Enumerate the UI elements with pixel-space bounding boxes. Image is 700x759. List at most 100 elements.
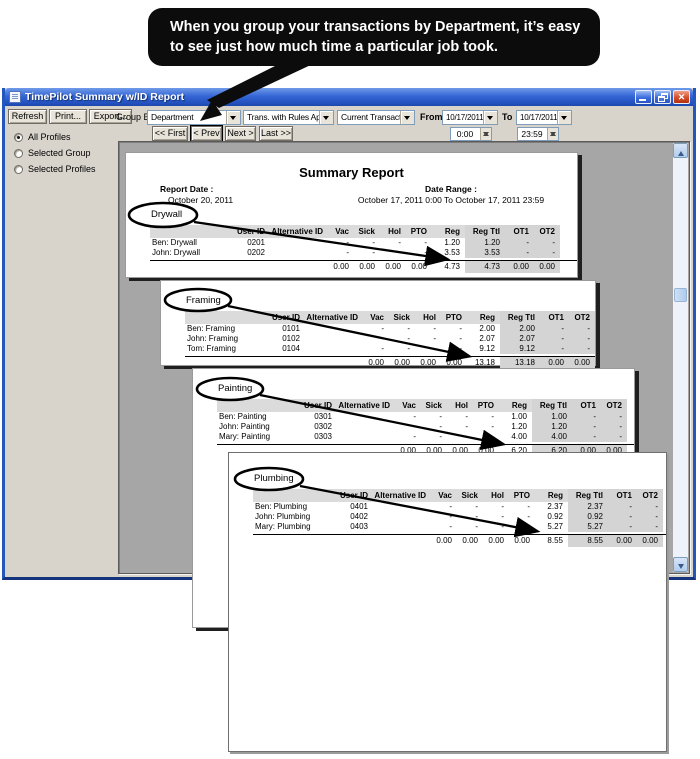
cell: 0101 [282, 324, 300, 333]
cell: - [465, 412, 468, 421]
cell: 1.20 [444, 238, 460, 247]
column-header: OT2 [637, 489, 663, 502]
cell: - [534, 238, 560, 248]
report-page-plumbing: Plumbing User ID Alternative ID Vac Sick Hol P… [228, 452, 667, 752]
scroll-down-icon[interactable] [673, 557, 688, 572]
table-header-row: User ID Alternative ID Vac Sick Hol PTO Reg Reg… [217, 399, 634, 412]
print-button[interactable]: Print... [49, 109, 87, 124]
total-cell: 0.00 [426, 446, 442, 455]
radio-label: Selected Profiles [28, 164, 96, 174]
employee-name: Mary: Painting [219, 432, 271, 441]
cell: - [540, 344, 569, 354]
total-cell: 0.00 [411, 262, 427, 271]
employee-name: Ben: Drywall [152, 238, 197, 247]
cell: - [407, 334, 410, 343]
cell: - [572, 432, 601, 442]
scrollbar-thumb[interactable] [674, 288, 687, 302]
spinner-arrows-icon[interactable] [480, 128, 491, 140]
column-header: Alternative ID [305, 311, 363, 324]
report-title: Summary Report [299, 165, 404, 180]
restore-button[interactable] [654, 90, 671, 104]
total-cell: 4.73 [444, 262, 460, 271]
cell [337, 422, 395, 432]
total-cell: 0.00 [478, 446, 494, 455]
radio-icon [14, 164, 23, 174]
rules-select[interactable]: Trans. with Rules Applied [243, 110, 334, 125]
chevron-down-icon[interactable] [557, 111, 571, 124]
next-button[interactable]: Next > [225, 126, 256, 141]
cell: 5.27 [547, 522, 563, 531]
export-button[interactable]: Export... [89, 109, 132, 124]
cell: 2.37 [568, 502, 608, 512]
cell: 1.20 [511, 422, 527, 431]
title-bar[interactable]: TimePilot Summary w/ID Report ✕ [5, 88, 693, 106]
group-by-select[interactable]: Department [147, 110, 241, 125]
radio-label: Selected Group [28, 148, 91, 158]
column-header: Reg Ttl [465, 225, 505, 238]
cell: - [505, 248, 534, 258]
cell: 9.12 [479, 344, 495, 353]
to-date-select[interactable]: 10/17/2011 [516, 110, 572, 125]
total-cell: 13.18 [474, 358, 495, 367]
close-button[interactable]: ✕ [673, 90, 690, 104]
cell: - [505, 238, 534, 248]
cell: - [413, 412, 416, 421]
refresh-button[interactable]: Refresh [8, 109, 47, 124]
cell: - [459, 344, 462, 353]
to-time-spinner[interactable]: 23:59 [517, 127, 559, 141]
prev-button[interactable]: < Prev [190, 125, 223, 142]
cell: - [433, 344, 436, 353]
radio-selected-group[interactable]: Selected Group [14, 147, 91, 159]
chevron-down-icon[interactable] [483, 111, 497, 124]
first-button[interactable]: << First [152, 126, 188, 141]
total-cell: 13.18 [500, 357, 540, 369]
cell: - [608, 502, 637, 512]
cell: 1.20 [532, 422, 572, 432]
transactions-select[interactable]: Current Transactions [337, 110, 415, 125]
cell: - [381, 324, 384, 333]
cell: - [527, 502, 530, 511]
cell [373, 522, 431, 532]
report-date-block: Report Date : October 20, 2011 [160, 184, 233, 205]
cell: 2.00 [479, 324, 495, 333]
radio-selected-profiles[interactable]: Selected Profiles [14, 163, 96, 175]
cell: 2.37 [547, 502, 563, 511]
column-header: Reg [499, 399, 532, 412]
chevron-down-icon[interactable] [319, 111, 333, 124]
from-time-spinner[interactable]: 0:00 [450, 127, 492, 141]
cell: - [491, 432, 494, 441]
date-range-value: October 17, 2011 0:00 To October 17, 201… [357, 195, 545, 205]
column-header: Vac [328, 225, 354, 238]
from-date-select[interactable]: 10/17/2011 [442, 110, 498, 125]
cell: - [439, 432, 442, 441]
cell: - [527, 512, 530, 521]
minimize-button[interactable] [635, 90, 652, 104]
scroll-up-icon[interactable] [673, 143, 688, 158]
cell: - [381, 334, 384, 343]
date-range-label: Date Range : [425, 184, 477, 194]
table-row: John: Framing 0102- - - -2.07 2.07- - [185, 334, 595, 344]
department-label: Plumbing [254, 473, 294, 484]
spinner-arrows-icon[interactable] [547, 128, 558, 140]
total-cell: 0.00 [534, 261, 560, 273]
cell [270, 248, 328, 258]
chevron-down-icon[interactable] [226, 111, 240, 124]
vertical-scrollbar[interactable] [673, 143, 688, 572]
table-row: Ben: Painting 0301- - - -1.00 1.00- - [217, 412, 634, 422]
last-button[interactable]: Last >> [259, 126, 293, 141]
cell: - [439, 422, 442, 431]
radio-all-profiles[interactable]: All Profiles [14, 131, 71, 143]
column-header: Alternative ID [373, 489, 431, 502]
cell: - [527, 522, 530, 531]
window-title: TimePilot Summary w/ID Report [25, 91, 185, 103]
department-label: Drywall [151, 209, 183, 220]
cell: 2.07 [500, 334, 540, 344]
employee-name: John: Painting [219, 422, 270, 431]
total-cell: 0.00 [385, 262, 401, 271]
chevron-down-icon[interactable] [400, 111, 414, 124]
report-page-drywall: Summary Report Report Date : October 20,… [125, 152, 578, 278]
radio-label: All Profiles [28, 132, 71, 142]
to-time-value: 23:59 [521, 129, 543, 139]
cell: - [637, 502, 663, 512]
cell: - [346, 238, 349, 247]
